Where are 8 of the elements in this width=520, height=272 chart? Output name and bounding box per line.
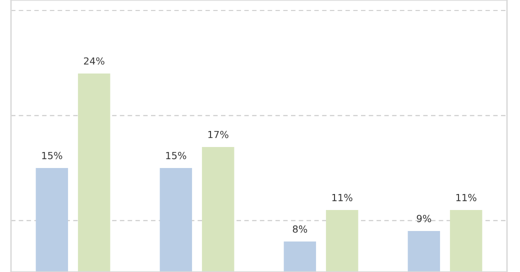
- data-label: 8%: [292, 225, 308, 233]
- data-label: 11%: [332, 194, 352, 202]
- data-label: 11%: [456, 194, 476, 202]
- data-label: 9%: [416, 214, 432, 222]
- data-label: 15%: [166, 152, 186, 160]
- data-label: 15%: [42, 152, 62, 160]
- data-label: 17%: [208, 130, 228, 138]
- data-label: 24%: [84, 57, 104, 65]
